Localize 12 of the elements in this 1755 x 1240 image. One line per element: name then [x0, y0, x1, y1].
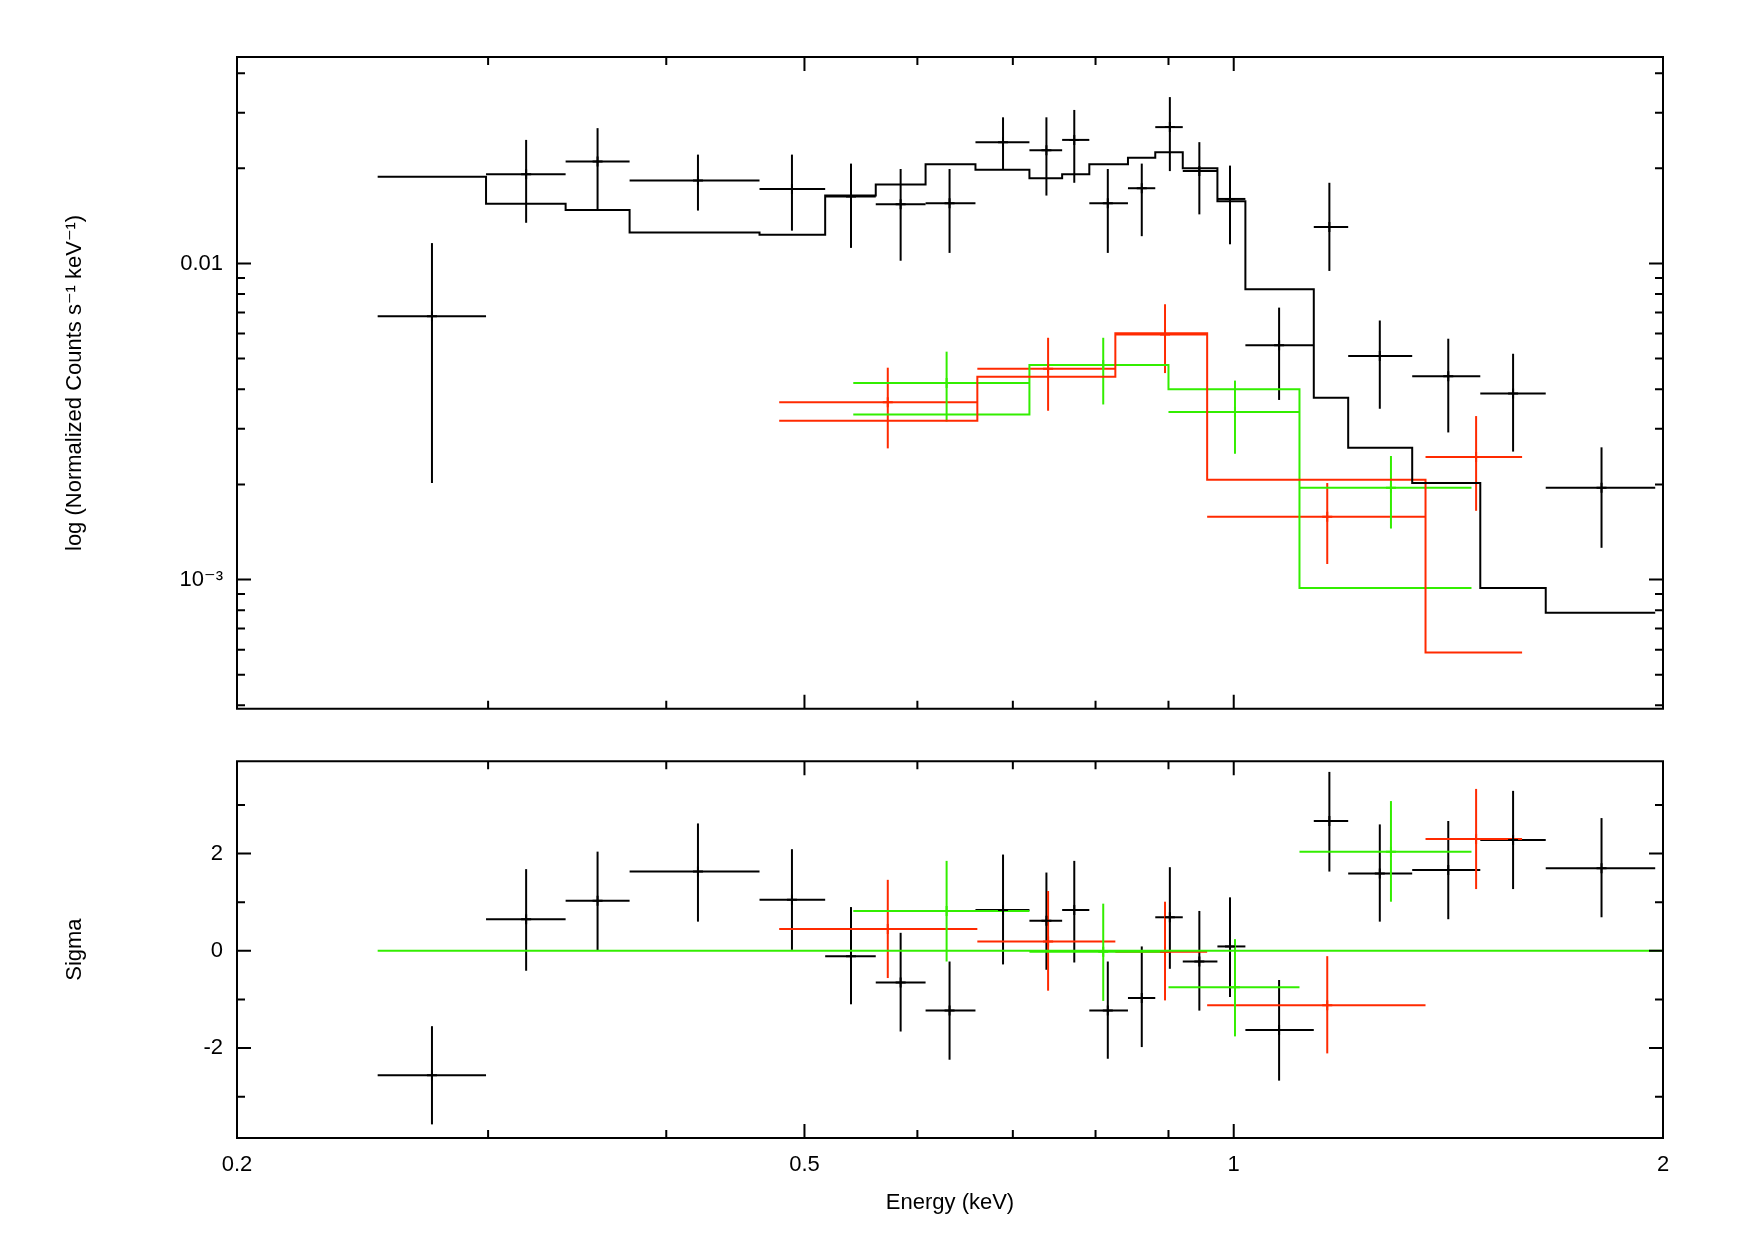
x-tick-label: 0.2	[221, 1151, 253, 1177]
y-tick-label: 10⁻³	[179, 565, 223, 591]
y-axis-title: Sigma	[61, 917, 87, 981]
y-tick-label: 0	[210, 936, 223, 962]
y-axis-title: log (Normalized Counts s⁻¹ keV⁻¹)	[61, 214, 87, 552]
y-tick-label: 0.01	[180, 249, 223, 275]
x-tick-label: 1	[1227, 1151, 1240, 1177]
y-tick-label: -2	[203, 1034, 223, 1060]
y-tick-label: 2	[210, 839, 223, 865]
x-tick-label: 2	[1656, 1151, 1670, 1177]
x-axis-title: Energy (keV)	[885, 1188, 1015, 1214]
x-tick-label: 0.5	[789, 1151, 820, 1177]
